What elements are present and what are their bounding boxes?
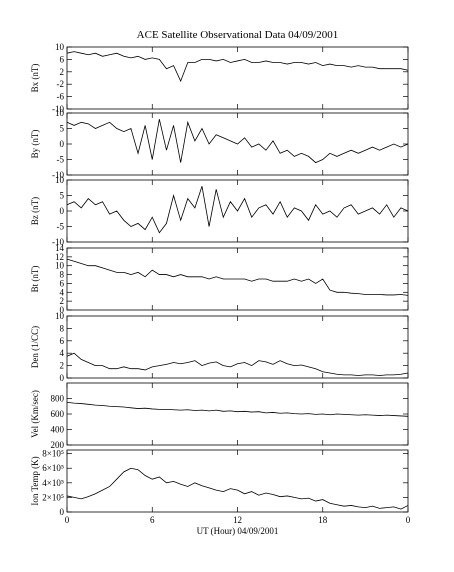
y-tick-label: 2×10⁵ [42,492,64,502]
y-tick-label: -2 [57,79,65,89]
y-axis-label: Vel (Km/sec) [30,390,40,438]
plot-frame [66,382,409,446]
y-tick-label: 400 [51,425,65,435]
x-tick-label: 6 [150,515,155,525]
y-tick-label: 4 [60,287,65,297]
y-axis-label: Den (1/CC) [30,326,40,368]
y-tick-label: 6×10⁵ [42,463,64,473]
plot-frame [66,46,409,110]
y-tick-label: 0 [60,206,65,216]
y-axis-label: Bt (nT) [30,266,40,293]
y-tick-label: 0 [60,373,65,383]
y-tick-label: 6 [60,336,65,346]
y-tick-label: 6 [60,54,65,64]
y-tick-label: 8 [60,323,65,333]
y-tick-label: 4×10⁵ [42,478,64,488]
data-line [66,51,409,83]
data-line [66,119,409,164]
x-tick-label: 18 [318,515,328,525]
data-line [66,467,409,510]
y-tick-label: -5 [57,222,65,232]
y-tick-label: 800 [51,394,65,404]
y-tick-label: -6 [57,92,65,102]
y-tick-label: 0 [60,305,65,315]
y-tick-label: -10 [52,237,64,247]
y-tick-label: -10 [52,170,64,180]
y-tick-label: 4 [60,348,65,358]
x-tick-label: 12 [233,515,242,525]
y-tick-label: 0 [60,507,65,517]
y-tick-label: 8×10⁵ [42,449,64,459]
y-tick-label: 5 [60,124,65,134]
y-axis-label: Ion Temp (K) [30,456,40,505]
chart-title: ACE Satellite Observational Data 04/09/2… [137,29,339,41]
y-tick-label: 10 [55,261,65,271]
y-tick-label: 10 [55,108,65,118]
data-line [66,186,409,234]
y-tick-label: 0 [60,139,65,149]
y-tick-label: 10 [55,42,65,52]
y-axis-label: By (nT) [30,130,40,159]
x-tick-label: 0 [65,515,70,525]
y-tick-label: 600 [51,409,65,419]
y-tick-label: -10 [52,104,64,114]
y-tick-label: 2 [60,361,65,371]
x-tick-label: 0 [406,515,411,525]
data-line [66,401,409,417]
y-axis-label: Bx (nT) [30,64,40,93]
y-tick-label: -5 [57,155,65,165]
x-axis-label: UT (Hour) 04/09/2001 [197,526,279,536]
plot-frame [66,449,409,513]
y-axis-label: Bz (nT) [30,197,40,225]
data-line [66,258,409,296]
y-tick-label: 12 [55,252,64,262]
y-tick-label: 14 [55,243,65,253]
y-tick-label: 6 [60,278,65,288]
y-tick-label: 10 [55,175,65,185]
y-tick-label: 200 [51,440,65,450]
y-tick-label: 10 [55,311,65,321]
y-tick-label: 8 [60,270,65,280]
y-tick-label: 5 [60,191,65,201]
y-tick-label: 2 [60,67,65,77]
data-line [66,352,409,376]
y-tick-label: 2 [60,296,65,306]
